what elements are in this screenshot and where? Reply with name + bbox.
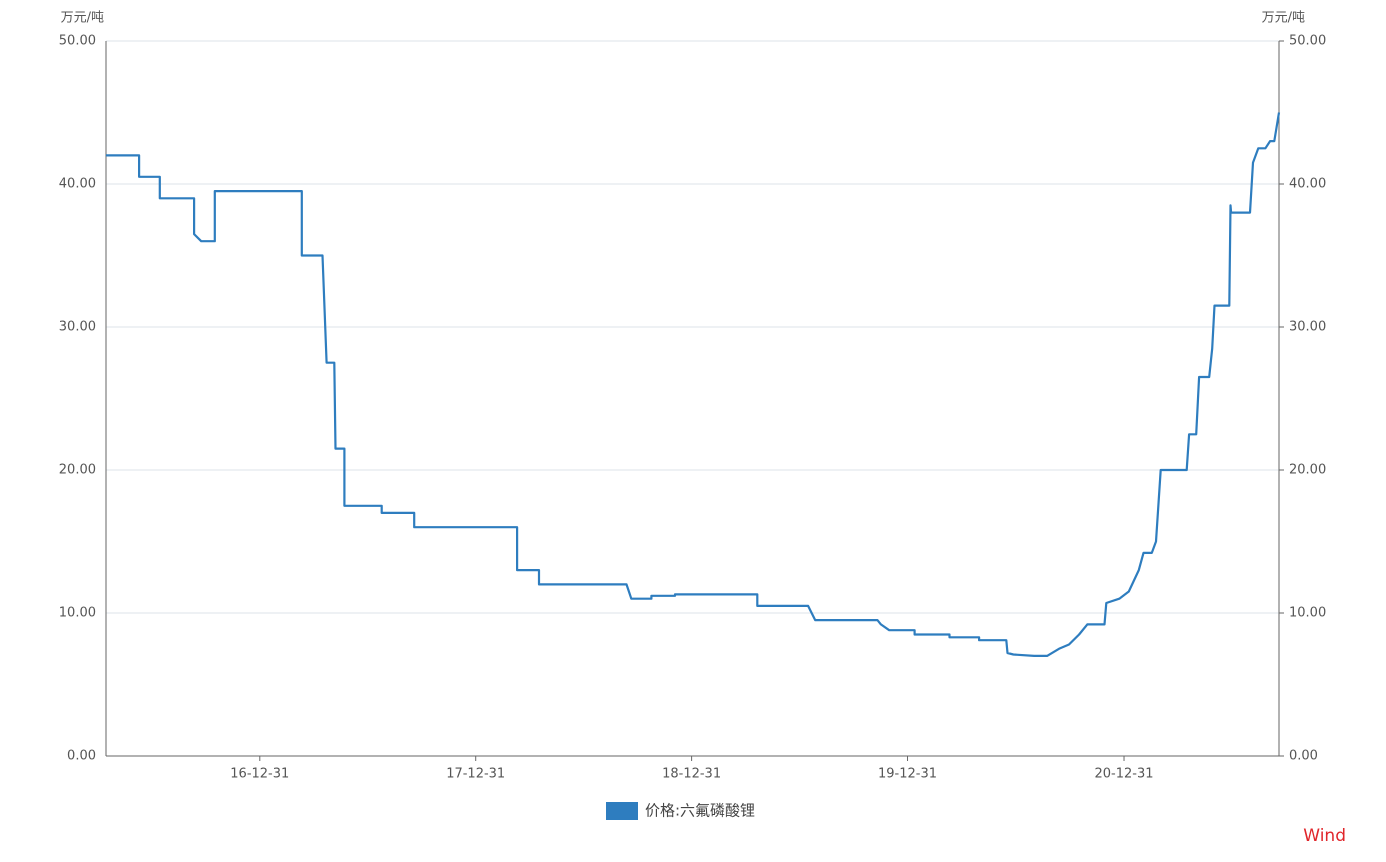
y2-tick-label: 20.00 — [1289, 463, 1326, 478]
y-tick-label: 20.00 — [59, 463, 96, 478]
data-line — [106, 112, 1281, 657]
y2-tick-label: 0.00 — [1289, 749, 1318, 764]
x-tick-label: 17-12-31 — [446, 767, 505, 782]
y2-tick-label: 40.00 — [1289, 177, 1326, 192]
y-tick-label: 30.00 — [59, 320, 96, 335]
y2-axis-label: 万元/吨 — [1262, 11, 1305, 26]
x-tick-label: 18-12-31 — [662, 767, 721, 782]
y-tick-label: 10.00 — [59, 606, 96, 621]
x-tick-label: 19-12-31 — [878, 767, 937, 782]
y-tick-label: 40.00 — [59, 177, 96, 192]
y-axis-label: 万元/吨 — [61, 11, 104, 26]
x-tick-label: 20-12-31 — [1095, 767, 1154, 782]
y-tick-label: 50.00 — [59, 34, 96, 49]
y2-tick-label: 10.00 — [1289, 606, 1326, 621]
legend-label: 价格:六氟磷酸锂 — [645, 802, 755, 820]
y-tick-label: 0.00 — [67, 749, 96, 764]
y2-tick-label: 30.00 — [1289, 320, 1326, 335]
source: Wind — [1303, 826, 1346, 846]
y2-tick-label: 50.00 — [1289, 34, 1326, 49]
legend-swatch — [606, 802, 638, 820]
x-tick-label: 16-12-31 — [230, 767, 289, 782]
